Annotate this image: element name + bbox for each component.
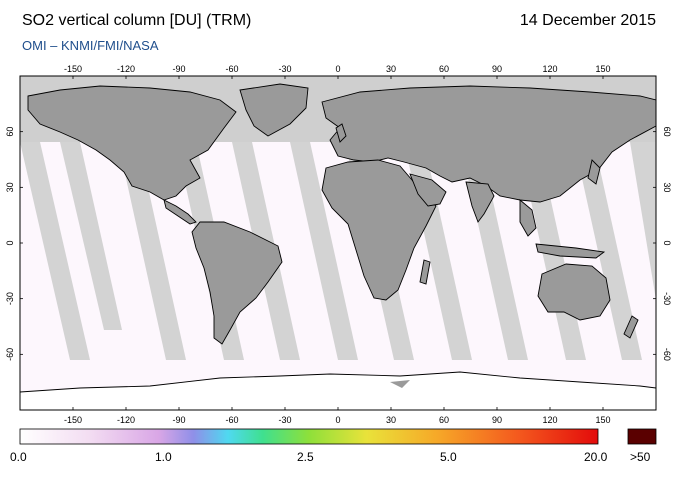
lat-tick-label-left: -60: [5, 348, 15, 361]
lon-tick-label-top: -150: [64, 64, 82, 74]
antarctica: [20, 371, 656, 410]
lat-ticks-right: 60 30 0 -30 -60: [653, 127, 672, 361]
lat-tick-label-left: 30: [5, 182, 15, 192]
lat-tick-label-right: 60: [662, 127, 672, 137]
lon-tick-label-top: 60: [439, 64, 449, 74]
lon-tick-label-bottom: 60: [439, 415, 449, 425]
lat-tick-label-right: -30: [662, 292, 672, 305]
lon-tick-label-bottom: -150: [64, 415, 82, 425]
colorbar: [19, 428, 599, 445]
lon-tick-label-bottom: -60: [225, 415, 238, 425]
lon-tick-label-bottom: 120: [542, 415, 557, 425]
colorbar-label-0: 0.0: [10, 450, 27, 464]
colorbar-label-2: 2.5: [297, 450, 314, 464]
land-masses: [27, 83, 656, 345]
lon-tick-label-top: 30: [386, 64, 396, 74]
colorbar-overflow: [627, 428, 657, 445]
lon-tick-label-top: -30: [278, 64, 291, 74]
lat-tick-label-right: 0: [662, 240, 672, 245]
lon-ticks-top: -150 -120 -90 -60 -30 0 30 60 90 120 150: [64, 64, 611, 79]
lat-tick-label-left: -30: [5, 292, 15, 305]
lat-tick-label-left: 0: [5, 240, 15, 245]
map-title: SO2 vertical column [DU] (TRM): [22, 12, 252, 29]
data-credit: OMI – KNMI/FMI/NASA: [22, 38, 159, 53]
colorbar-label-3: 5.0: [440, 450, 457, 464]
lon-tick-label-top: 0: [335, 64, 340, 74]
lon-tick-label-bottom: -90: [172, 415, 185, 425]
lon-tick-label-bottom: -120: [117, 415, 135, 425]
lat-tick-label-right: -60: [662, 348, 672, 361]
lat-tick-label-left: 60: [5, 127, 15, 137]
colorbar-label-1: 1.0: [155, 450, 172, 464]
lon-tick-label-top: -90: [172, 64, 185, 74]
lon-tick-label-bottom: 150: [595, 415, 610, 425]
lon-tick-label-top: -60: [225, 64, 238, 74]
colorbar-label-4: 20.0: [584, 450, 608, 464]
lon-tick-label-bottom: -30: [278, 415, 291, 425]
lon-tick-label-bottom: 30: [386, 415, 396, 425]
colorbar-overflow-label: >50: [630, 450, 651, 464]
lon-tick-label-top: -120: [117, 64, 135, 74]
antarctica-data-gap: [390, 380, 410, 388]
lat-ticks-left: 60 30 0 -30 -60: [5, 127, 23, 361]
lon-tick-label-top: 90: [492, 64, 502, 74]
lon-tick-label-top: 150: [595, 64, 610, 74]
map-date: 14 December 2015: [519, 12, 656, 29]
lat-tick-label-right: 30: [662, 182, 672, 192]
lon-ticks-bottom: -150 -120 -90 -60 -30 0 30 60 90 120 150: [64, 407, 611, 425]
lon-tick-label-bottom: 90: [492, 415, 502, 425]
lon-tick-label-top: 120: [542, 64, 557, 74]
lon-tick-label-bottom: 0: [335, 415, 340, 425]
